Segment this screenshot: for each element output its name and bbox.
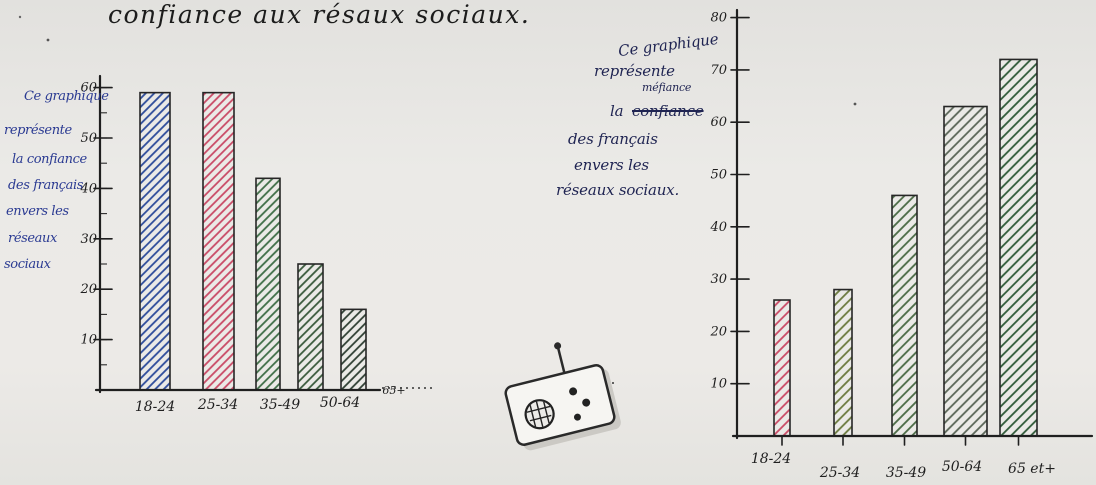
annotation-line: représente bbox=[4, 123, 72, 138]
x-category-label: 35-49 bbox=[260, 397, 300, 413]
y-tick-label: 30 bbox=[710, 272, 727, 287]
annotation-line: la confiance bbox=[12, 152, 87, 167]
annotation-struck-word: confiance bbox=[632, 102, 704, 120]
y-tick-label: 30 bbox=[80, 232, 97, 247]
radio-knob bbox=[582, 398, 591, 407]
annotation-correction: méfiance bbox=[642, 81, 692, 94]
x-category-label: 65 et+ bbox=[1008, 461, 1056, 477]
bar-35-49 bbox=[255, 177, 281, 391]
annotation-line: représente bbox=[594, 62, 675, 80]
y-tick-label: 10 bbox=[80, 333, 97, 348]
y-tick-label: 20 bbox=[79, 282, 97, 297]
speaker-grid-line bbox=[543, 401, 550, 424]
annotation-line: Ce graphique bbox=[24, 89, 109, 104]
y-tick-label: 50 bbox=[80, 131, 97, 146]
annotation-line: envers les bbox=[574, 156, 649, 174]
y-tick-label: 70 bbox=[710, 63, 727, 78]
annotation-line: la bbox=[610, 102, 624, 120]
bar-25-34 bbox=[833, 288, 853, 437]
y-tick-label: 60 bbox=[710, 115, 727, 130]
paper-speck bbox=[46, 38, 50, 42]
radio-knob bbox=[569, 387, 578, 396]
x-category-label: 65+ bbox=[382, 384, 405, 397]
y-tick-label: 50 bbox=[710, 168, 727, 183]
bar-65+ bbox=[340, 308, 367, 391]
x-category-label: 50-64 bbox=[320, 395, 360, 411]
annotation-line: des français bbox=[568, 130, 658, 148]
x-category-label: 35-49 bbox=[886, 465, 926, 481]
annotation-line: réseaux bbox=[8, 231, 57, 246]
x-category-label: 25-34 bbox=[819, 465, 860, 481]
y-tick-label: 40 bbox=[709, 220, 727, 235]
annotation-line: sociaux bbox=[4, 257, 51, 272]
radio-knob bbox=[573, 413, 581, 421]
y-tick-label: 40 bbox=[79, 181, 97, 196]
radio-antenna-knob bbox=[554, 342, 562, 350]
left-bar-chart: 10 20 30 40 50 60 18-24 25-34 35-49 50-64 65+ bbox=[79, 74, 406, 415]
y-tick-label: 10 bbox=[710, 377, 727, 392]
y-tick-label: 80 bbox=[710, 11, 727, 26]
bar-65 et+ bbox=[999, 58, 1038, 437]
paper-speck bbox=[18, 15, 22, 19]
y-tick-label: 20 bbox=[709, 324, 727, 339]
radio-speaker-grid bbox=[526, 401, 552, 427]
radio-antenna bbox=[557, 348, 566, 374]
right-bar-chart: 10 20 30 40 50 60 70 80 18-24 25-34 35-49 50-64 65 e… bbox=[709, 8, 1094, 481]
bar-25-34 bbox=[202, 91, 235, 391]
x-category-label: 18-24 bbox=[751, 451, 791, 467]
y-tick-label: 60 bbox=[80, 81, 97, 96]
speaker-grid-line bbox=[529, 405, 537, 427]
x-category-label: 50-64 bbox=[942, 459, 982, 475]
paper-speck bbox=[853, 102, 857, 106]
speaker-grid-line bbox=[535, 401, 544, 427]
annotation-line: des français bbox=[8, 178, 84, 193]
bar-18-24 bbox=[773, 299, 791, 437]
x-category-label: 18-24 bbox=[135, 399, 175, 415]
bar-50-64 bbox=[943, 105, 988, 437]
bar-50-64 bbox=[297, 263, 324, 391]
annotation-line: envers les bbox=[6, 204, 69, 219]
radio-icon bbox=[504, 342, 621, 451]
x-category-label: 25-34 bbox=[197, 397, 238, 413]
radio-body bbox=[504, 364, 616, 446]
page-title: confiance aux résaux sociaux. bbox=[108, 0, 531, 29]
annotation-line: réseaux sociaux. bbox=[556, 181, 680, 199]
bar-35-49 bbox=[891, 194, 918, 437]
bar-18-24 bbox=[139, 91, 171, 391]
